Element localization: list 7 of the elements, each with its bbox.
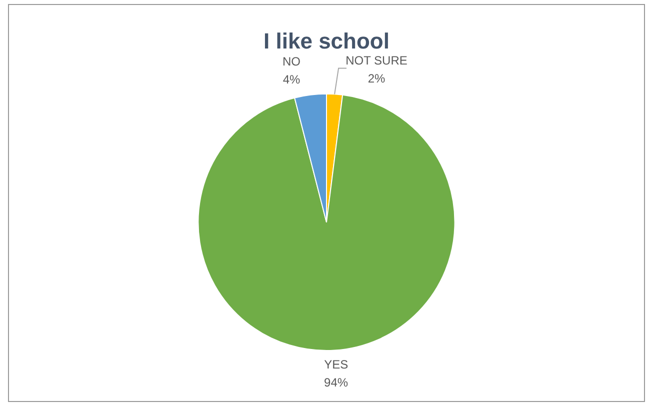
- slice-label: NO: [282, 54, 300, 68]
- data-label: 4%: [282, 72, 300, 86]
- data-label: 94%: [324, 376, 348, 390]
- chart-title: I like school: [264, 28, 390, 54]
- slice-label: NOT SURE: [346, 54, 408, 68]
- slice-label: YES: [324, 358, 348, 372]
- data-label: 2%: [368, 72, 386, 86]
